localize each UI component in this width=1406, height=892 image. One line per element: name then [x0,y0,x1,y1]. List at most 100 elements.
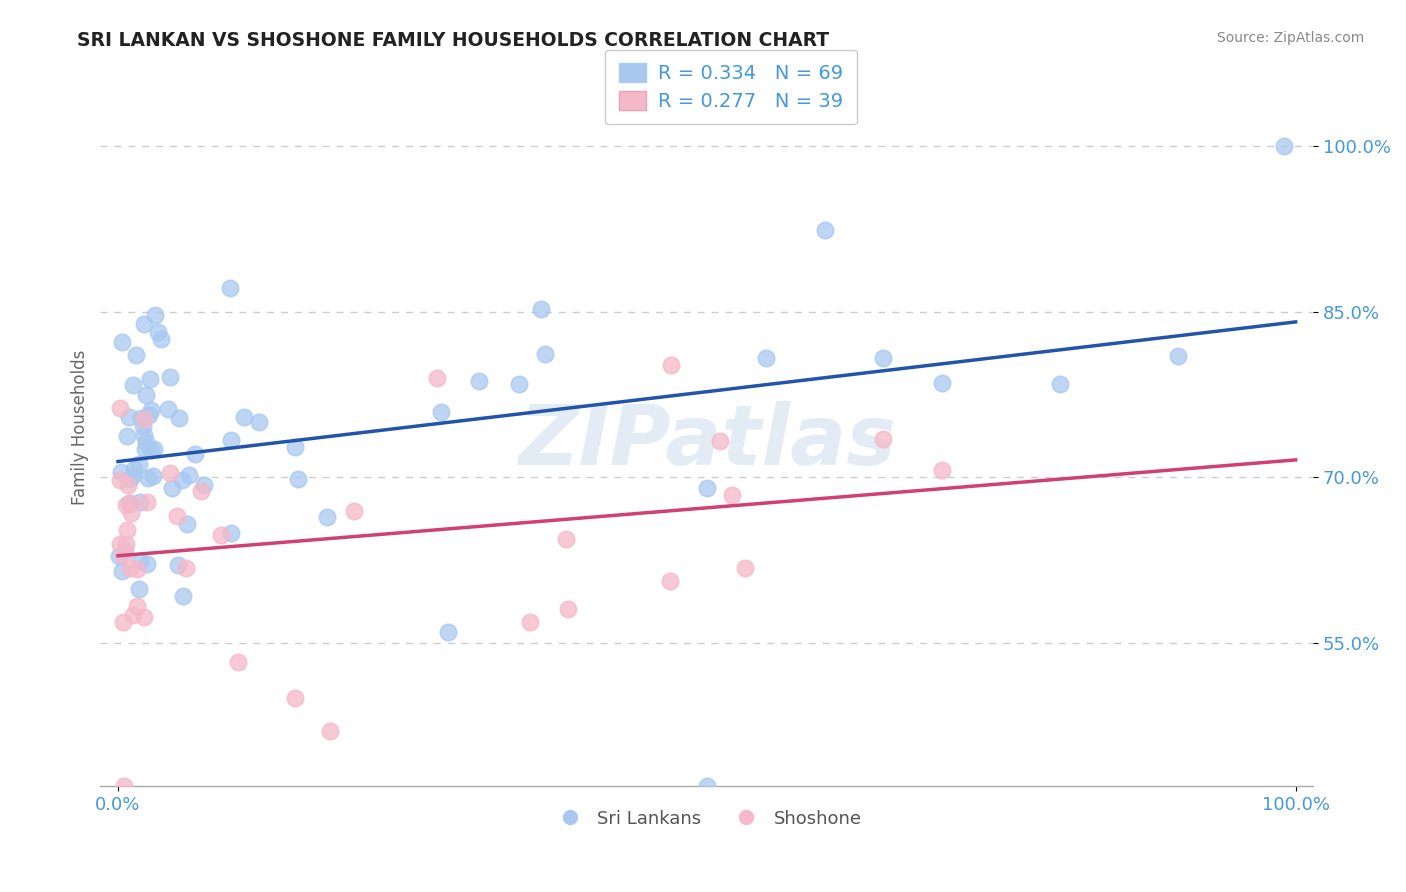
Point [872,432,894,446]
Point [172,590,194,604]
Point [426,371,449,385]
Point [114,543,136,558]
Point [557,601,579,615]
Point [115,523,138,537]
Point [136,557,159,571]
Point [430,405,453,419]
Point [115,498,138,512]
Point [121,378,143,392]
Point [129,411,152,425]
Point [108,473,131,487]
Point [111,615,134,629]
Point [125,348,148,362]
Point [122,467,145,482]
Point [696,780,718,794]
Point [176,516,198,531]
Point [316,509,339,524]
Point [554,532,576,546]
Point [120,506,142,520]
Point [721,488,744,502]
Point [127,599,149,613]
Point [529,301,551,316]
Point [136,471,159,485]
Point [128,457,150,471]
Point [166,508,188,523]
Point [755,351,778,366]
Point [519,615,541,630]
Point [174,561,197,575]
Point [118,560,141,574]
Point [183,447,205,461]
Point [132,412,155,426]
Point [110,564,132,578]
Point [145,308,167,322]
Point [134,442,156,456]
Text: Source: ZipAtlas.com: Source: ZipAtlas.com [1216,31,1364,45]
Point [117,429,139,443]
Point [1167,349,1189,363]
Point [190,483,212,498]
Point [233,409,256,424]
Point [1049,376,1071,391]
Point [139,403,162,417]
Point [342,503,364,517]
Point [112,780,135,794]
Point [139,372,162,386]
Point [122,607,145,622]
Point [120,496,142,510]
Point [118,495,141,509]
Point [159,466,181,480]
Point [247,416,270,430]
Point [138,408,160,422]
Point [134,610,156,624]
Point [193,478,215,492]
Point [128,582,150,596]
Point [709,434,731,449]
Text: SRI LANKAN VS SHOSHONE FAMILY HOUSEHOLDS CORRELATION CHART: SRI LANKAN VS SHOSHONE FAMILY HOUSEHOLDS… [77,31,830,50]
Point [132,318,155,332]
Point [110,465,132,479]
Point [534,347,557,361]
Point [287,472,309,486]
Point [284,691,307,706]
Point [1272,138,1295,153]
Point [931,376,953,390]
Point [872,351,894,366]
Point [118,409,141,424]
Point [319,724,342,739]
Point [734,561,756,575]
Point [129,554,152,568]
Point [508,377,530,392]
Point [117,478,139,492]
Point [659,359,682,373]
Point [110,537,132,551]
Text: ZIPatlas: ZIPatlas [517,401,896,483]
Point [468,374,491,388]
Y-axis label: Family Households: Family Households [72,350,89,505]
Point [143,442,166,457]
Point [170,473,193,487]
Point [120,472,142,486]
Point [696,481,718,495]
Point [128,494,150,508]
Point [114,537,136,551]
Point [436,624,458,639]
Point [108,401,131,416]
Point [135,388,157,402]
Point [132,418,155,433]
Point [284,441,307,455]
Legend: Sri Lankans, Shoshone: Sri Lankans, Shoshone [546,803,869,835]
Point [157,402,180,417]
Point [160,481,183,495]
Point [136,495,159,509]
Point [111,549,134,563]
Point [931,463,953,477]
Point [146,325,169,339]
Point [659,574,682,588]
Point [219,433,242,447]
Point [167,411,190,425]
Point [226,655,249,669]
Point [218,281,240,295]
Point [179,467,201,482]
Point [139,442,162,457]
